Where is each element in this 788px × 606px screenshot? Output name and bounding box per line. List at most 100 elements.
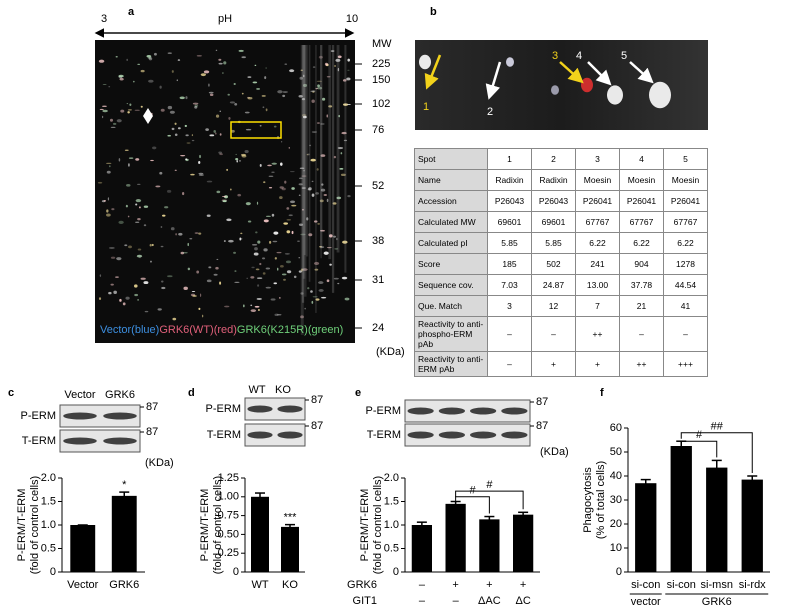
gel-spot — [315, 298, 320, 301]
gel-spot — [337, 67, 340, 72]
gel-spot — [280, 141, 283, 143]
mw-label: 102 — [372, 98, 390, 110]
y-tick-label: 1.5 — [41, 495, 56, 507]
gel-spot — [290, 200, 296, 204]
gel-spot — [273, 282, 278, 285]
gel-spot — [162, 214, 166, 217]
table-cell: – — [487, 316, 532, 352]
gel-streak — [302, 45, 305, 303]
gel-spot — [176, 79, 178, 82]
gel-spot — [183, 286, 188, 290]
gel-spot — [318, 281, 324, 284]
condition-value: – — [453, 595, 460, 606]
table-cell: Name — [414, 169, 488, 191]
gel-spot — [143, 205, 149, 208]
gel-spot — [219, 133, 222, 136]
gel-spot — [110, 283, 114, 286]
significance-label: * — [122, 479, 127, 491]
x-tick-label: Vector — [67, 579, 99, 591]
gel-spot — [143, 108, 153, 124]
table-cell: 2 — [531, 148, 576, 170]
gel-spot — [279, 196, 283, 200]
gel-spot — [140, 277, 146, 280]
blot-band — [63, 437, 97, 445]
gel-spot — [342, 79, 347, 82]
spot-label: 3 — [552, 50, 558, 62]
gel-spot — [303, 169, 305, 172]
y-tick-label: 2.0 — [384, 472, 399, 484]
gel-spot — [323, 194, 328, 196]
table-cell: 67767 — [619, 211, 664, 233]
gel-spot — [279, 264, 284, 268]
gel-spot — [223, 61, 227, 65]
table-row: Sequence cov. 7.03 24.87 13.00 37.78 44.54 — [414, 274, 708, 296]
y-tick-label: 2.0 — [41, 472, 56, 484]
gel-spot — [143, 281, 149, 285]
gel-spot — [344, 297, 350, 301]
gel-spot — [284, 253, 290, 255]
gel-spot — [137, 217, 141, 221]
gel-spot — [318, 55, 323, 59]
gel-spot — [189, 238, 193, 240]
gel-spot — [245, 202, 251, 206]
gel-spot — [281, 187, 286, 191]
table-cell: 13.00 — [575, 274, 620, 296]
gel-spot — [221, 195, 227, 198]
significance-label: ## — [711, 421, 724, 433]
gel-spot — [265, 215, 271, 217]
gel-spot — [250, 309, 257, 312]
blot-band — [407, 431, 434, 439]
gel-spot — [311, 193, 315, 197]
gel-spot — [306, 217, 309, 221]
blot-band — [407, 407, 434, 415]
gel-spot — [347, 69, 350, 71]
condition-value: + — [520, 579, 526, 591]
condition-name: GIT1 — [353, 595, 377, 606]
mw-label: 150 — [372, 74, 390, 86]
y-tick-label: 0 — [233, 566, 239, 578]
gel-spot — [149, 243, 152, 247]
x-tick-label: WT — [251, 579, 268, 591]
gel-spot — [237, 193, 242, 197]
gel-spot — [219, 153, 223, 156]
gel-spot — [302, 83, 308, 87]
gel-spot — [298, 177, 303, 180]
gel-spot — [102, 105, 107, 107]
table-row: Score 185 502 241 904 1278 — [414, 253, 708, 275]
gel-spot — [262, 106, 265, 109]
gel-spot — [310, 90, 315, 93]
gel-spot — [215, 49, 218, 51]
blot-band — [247, 431, 273, 439]
gel-spot — [148, 57, 153, 61]
gel-spot — [222, 200, 227, 203]
gel-spot — [125, 296, 130, 300]
blot — [59, 404, 141, 428]
gel-spot — [143, 224, 147, 227]
gel-spot — [125, 204, 128, 208]
gel-spot — [166, 189, 172, 193]
gel-spot — [174, 169, 177, 171]
gel-spot — [329, 263, 332, 266]
table-cell: 67767 — [575, 211, 620, 233]
blot-row-label: T-ERM — [207, 429, 241, 441]
gel-spot — [128, 245, 132, 249]
condition-name: GRK6 — [347, 579, 377, 591]
y-tick-label: 50 — [610, 446, 622, 458]
gel-spot — [263, 248, 268, 252]
gel-spot — [174, 122, 177, 126]
gel-spot — [157, 308, 162, 311]
gel-spot — [307, 153, 311, 156]
table-row: Name Radixin Radixin Moesin Moesin Moesin — [414, 169, 708, 191]
condition-value: – — [419, 579, 426, 591]
gel-spot — [297, 240, 300, 243]
table-cell: Sequence cov. — [414, 274, 488, 296]
table-cell: Moesin — [619, 169, 664, 191]
table-cell: 24.87 — [531, 274, 576, 296]
gel-spot — [182, 191, 185, 196]
y-axis-label: P-ERM/T-ERM — [199, 489, 211, 562]
gel-spot — [308, 233, 313, 237]
gel-spot — [286, 207, 290, 210]
gel-spot — [178, 232, 183, 236]
gel-spot — [234, 281, 240, 283]
table-cell: – — [619, 316, 664, 352]
